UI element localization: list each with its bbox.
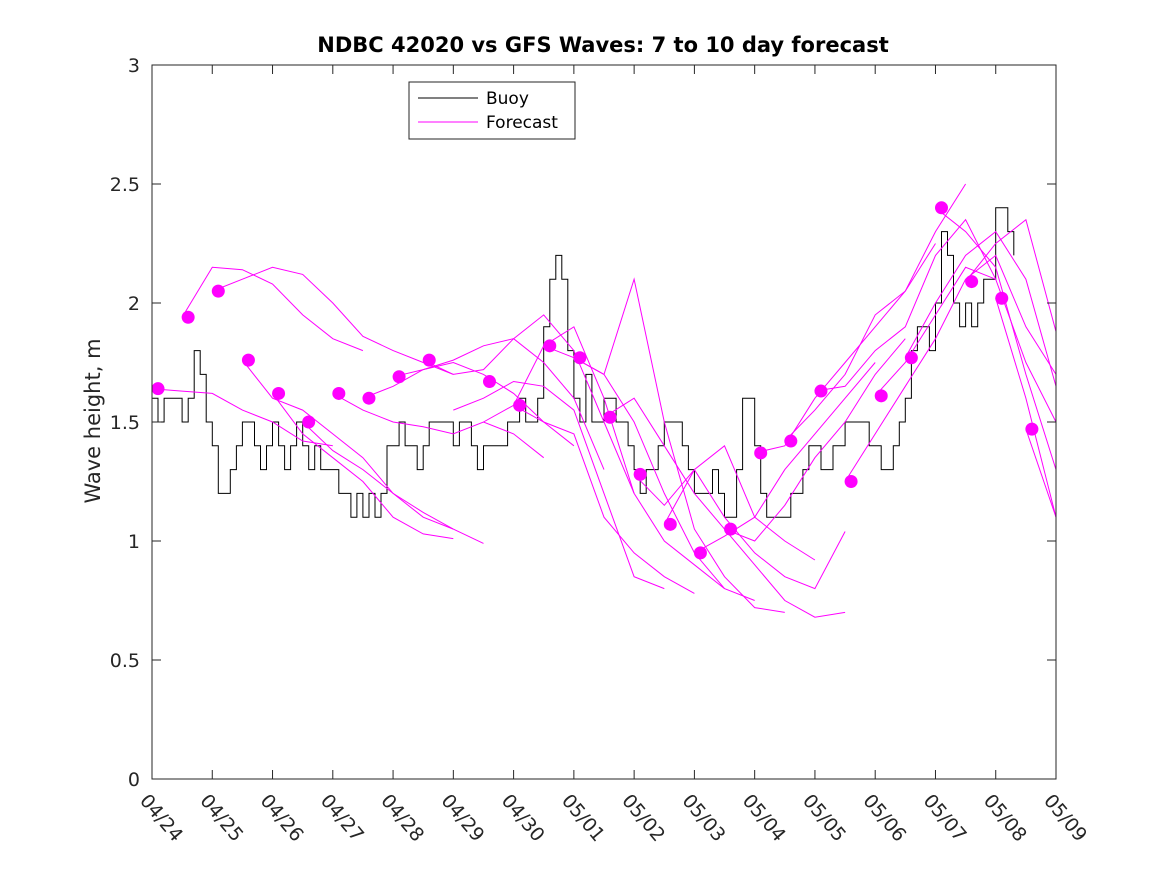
forecast-marker (874, 389, 888, 403)
forecast-series-line-29 (995, 298, 1057, 518)
forecast-series-line-2 (181, 266, 364, 352)
forecast-marker (513, 398, 527, 412)
x-tick-label: 05/09 (1039, 790, 1091, 846)
x-tick-label: 04/29 (437, 790, 489, 846)
forecast-marker (934, 201, 948, 215)
x-tick-label: 05/06 (858, 790, 910, 846)
forecast-marker (211, 284, 225, 298)
forecast-markers (151, 201, 1039, 560)
y-tick-label: 0.5 (110, 650, 140, 672)
forecast-marker (241, 353, 255, 367)
forecast-marker (693, 546, 707, 560)
forecast-marker (603, 410, 617, 424)
x-tick-label: 04/27 (316, 790, 368, 846)
forecast-marker (754, 446, 768, 460)
y-axis: 0 0.5 1 1.5 2 2.5 3 (110, 55, 1056, 791)
forecast-marker (844, 475, 858, 488)
forecast-marker (422, 353, 436, 367)
forecast-series-line-22 (784, 183, 967, 442)
y-tick-label: 0 (128, 769, 140, 791)
forecast-marker (181, 310, 195, 324)
forecast-series-line-1 (151, 388, 333, 447)
forecast-series-line-28 (965, 218, 1057, 332)
forecast-series-line-24 (844, 254, 1057, 482)
forecast-series-line-26 (904, 230, 1057, 387)
y-tick-label: 2.5 (110, 174, 140, 196)
forecast-series-line-23 (814, 218, 997, 392)
y-tick-label: 1 (128, 531, 140, 553)
forecast-marker (965, 275, 979, 289)
forecast-series-line-4 (242, 359, 454, 530)
forecast-series-line-20 (724, 338, 906, 542)
series-layer (151, 183, 1057, 618)
forecast-marker (151, 382, 165, 396)
forecast-series-line-30 (1025, 428, 1057, 518)
legend-label-buoy: Buoy (486, 89, 529, 109)
x-tick-label: 05/08 (979, 790, 1031, 846)
forecast-series-line-18 (663, 445, 816, 561)
forecast-series-line-14 (543, 345, 755, 601)
x-tick-label: 05/05 (798, 790, 850, 846)
x-tick-label: 04/30 (497, 790, 549, 846)
y-tick-label: 2 (128, 293, 140, 315)
x-tick-label: 05/07 (919, 790, 971, 846)
forecast-marker (362, 391, 376, 405)
chart-title: NDBC 42020 vs GFS Waves: 7 to 10 day for… (317, 33, 888, 57)
buoy-series-line (152, 207, 1015, 518)
forecast-series-line-5 (272, 393, 454, 540)
forecast-marker (784, 434, 798, 448)
legend: Buoy Forecast (408, 81, 576, 140)
x-tick-label: 04/28 (376, 790, 428, 846)
legend-label-forecast: Forecast (486, 113, 558, 133)
x-tick-label: 05/01 (557, 790, 609, 846)
forecast-marker (272, 386, 286, 400)
forecast-marker (332, 386, 346, 400)
x-tick-label: 04/24 (135, 790, 187, 846)
forecast-marker (814, 384, 828, 398)
forecast-series-line-9 (392, 338, 605, 470)
forecast-series-line-10 (422, 314, 635, 494)
forecast-series-line-27 (935, 207, 1057, 470)
forecast-series-line-17 (633, 468, 846, 590)
forecast-marker (633, 467, 647, 481)
forecast-marker (663, 517, 677, 531)
x-axis: 04/24 04/25 04/26 04/27 04/28 04/29 04/30 05/01… (135, 65, 1091, 846)
forecast-series-line-15 (573, 277, 785, 613)
legend-box (408, 81, 576, 140)
forecast-series-line-3 (212, 266, 454, 375)
forecast-marker (904, 351, 918, 365)
y-tick-label: 1.5 (110, 412, 140, 434)
forecast-series-line-25 (874, 266, 1057, 423)
forecast-series-line-7 (332, 392, 545, 459)
forecast-series-line-8 (362, 361, 575, 447)
y-axis-label: Wave height, m (81, 338, 105, 503)
forecast-marker (543, 339, 557, 353)
x-tick-label: 05/02 (617, 790, 669, 846)
x-tick-label: 04/26 (256, 790, 308, 846)
x-tick-label: 05/03 (678, 790, 730, 846)
y-tick-label: 3 (128, 55, 140, 77)
forecast-series-line-6 (302, 421, 484, 544)
forecast-marker (573, 351, 587, 365)
forecast-marker (995, 291, 1009, 305)
forecast-marker (392, 370, 406, 384)
forecast-series-line-11 (453, 380, 665, 590)
forecast-series-line-19 (694, 362, 876, 554)
x-tick-label: 05/04 (738, 790, 790, 846)
forecast-marker (302, 415, 316, 429)
forecast-marker (1025, 422, 1039, 436)
forecast-marker (724, 522, 738, 536)
x-tick-label: 04/25 (195, 790, 247, 846)
forecast-marker (482, 375, 496, 389)
